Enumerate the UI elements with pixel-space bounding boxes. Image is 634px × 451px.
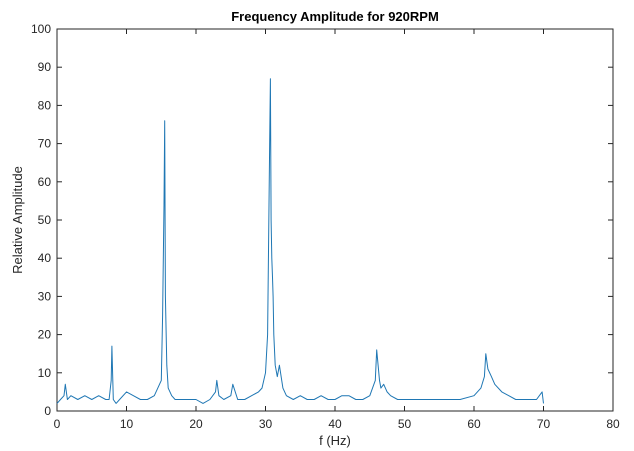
plot-frame xyxy=(56,28,614,412)
series-line-frequency-amplitude xyxy=(56,78,544,404)
y-tick-label: 30 xyxy=(38,289,52,303)
x-tick-label: 80 xyxy=(606,417,620,431)
x-tick-label: 30 xyxy=(259,417,273,431)
x-tick-label: 60 xyxy=(467,417,481,431)
y-axis-label: Relative Amplitude xyxy=(10,166,25,274)
y-axis: 0 10 20 30 40 50 60 70 80 90 100 xyxy=(31,22,613,418)
y-tick-label: 10 xyxy=(38,366,52,380)
x-axis: 0 10 20 30 40 50 60 70 80 xyxy=(54,29,620,431)
x-axis-label: f (Hz) xyxy=(319,433,351,448)
x-tick-label: 70 xyxy=(537,417,551,431)
y-tick-label: 80 xyxy=(38,98,52,112)
y-tick-label: 60 xyxy=(38,175,52,189)
x-tick-label: 0 xyxy=(54,417,61,431)
chart-title: Frequency Amplitude for 920RPM xyxy=(231,9,439,24)
y-tick-label: 100 xyxy=(31,22,51,36)
x-tick-label: 20 xyxy=(189,417,203,431)
x-tick-label: 40 xyxy=(328,417,342,431)
y-tick-label: 70 xyxy=(38,137,52,151)
x-tick-label: 10 xyxy=(120,417,134,431)
y-tick-label: 90 xyxy=(38,60,52,74)
y-tick-label: 0 xyxy=(44,404,51,418)
y-tick-label: 40 xyxy=(38,251,52,265)
y-tick-label: 50 xyxy=(38,213,52,227)
plot-area xyxy=(56,28,614,412)
y-tick-label: 20 xyxy=(38,328,52,342)
x-tick-label: 50 xyxy=(398,417,412,431)
